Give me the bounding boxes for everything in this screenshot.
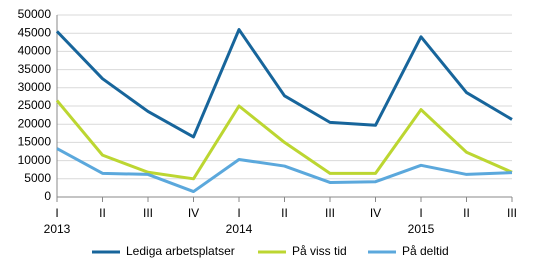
y-tick-label: 20000 — [18, 116, 52, 130]
y-tick-label: 30000 — [18, 80, 52, 94]
y-tick-label: 15000 — [18, 135, 52, 149]
x-tick-label: IV — [370, 206, 381, 220]
series-line — [55, 99, 513, 181]
x-tick-label: III — [507, 206, 517, 220]
y-tick-label: 45000 — [18, 25, 52, 39]
series-line — [55, 28, 513, 139]
x-tick-label: II — [99, 206, 106, 220]
x-year-label: 2015 — [408, 222, 435, 236]
x-year-label: 2013 — [44, 222, 71, 236]
x-tick-label: III — [325, 206, 335, 220]
x-tick-label: IV — [188, 206, 199, 220]
x-tick-label: I — [237, 206, 240, 220]
x-tick-label: I — [55, 206, 58, 220]
y-tick-label: 50000 — [18, 7, 52, 21]
legend-label: På viss tid — [292, 244, 347, 258]
x-tick-label: III — [143, 206, 153, 220]
legend-label: På deltid — [402, 244, 449, 258]
series-line — [56, 147, 513, 194]
y-tick-label: 5000 — [24, 171, 51, 185]
y-tick-label: 10000 — [18, 153, 52, 167]
y-tick-label: 0 — [44, 189, 51, 203]
x-year-label: 2014 — [226, 222, 253, 236]
x-tick-label: II — [463, 206, 470, 220]
y-tick-label: 40000 — [18, 44, 52, 58]
x-tick-label: II — [281, 206, 288, 220]
y-tick-label: 25000 — [18, 98, 52, 112]
y-tick-label: 35000 — [18, 62, 52, 76]
x-tick-label: I — [419, 206, 422, 220]
legend-label: Lediga arbetsplatser — [126, 244, 235, 258]
